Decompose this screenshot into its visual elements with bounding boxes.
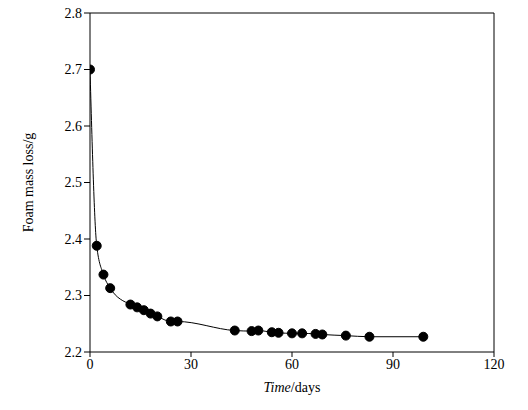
svg-text:2.7: 2.7: [65, 62, 83, 77]
svg-text:Foam mass loss/g: Foam mass loss/g: [21, 133, 36, 233]
svg-text:2.8: 2.8: [65, 8, 83, 21]
svg-text:120: 120: [484, 357, 505, 372]
svg-text:2.2: 2.2: [65, 345, 83, 360]
svg-text:2.4: 2.4: [65, 232, 83, 247]
svg-text:2.3: 2.3: [65, 288, 83, 303]
svg-text:90: 90: [386, 357, 400, 372]
svg-text:Time/days: Time/days: [264, 380, 321, 395]
svg-text:2.5: 2.5: [65, 175, 83, 190]
svg-text:2.6: 2.6: [65, 119, 83, 134]
svg-text:60: 60: [285, 357, 299, 372]
svg-text:30: 30: [184, 357, 198, 372]
svg-text:0: 0: [87, 357, 94, 372]
